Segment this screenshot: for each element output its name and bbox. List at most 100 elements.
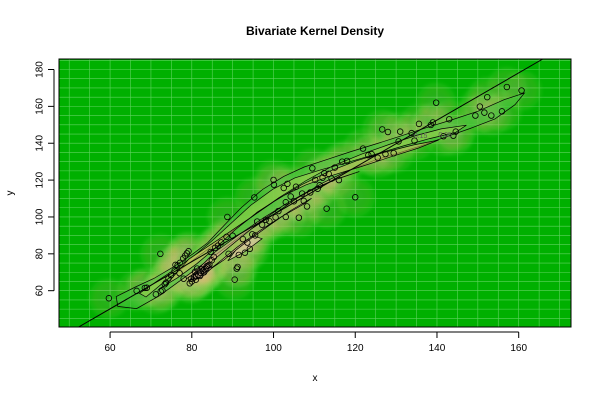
data-point: [152, 291, 160, 298]
data-point: [325, 170, 332, 178]
y-tick-label: 100: [35, 208, 46, 225]
data-point: [282, 199, 289, 206]
x-tick-label: 140: [429, 343, 446, 354]
contour-labels: 0.15 0.05: [414, 132, 452, 140]
data-point: [300, 197, 307, 205]
data-point: [210, 253, 218, 261]
data-point: [241, 249, 249, 256]
data-point: [518, 87, 525, 94]
data-point: [429, 119, 437, 126]
data-point: [258, 221, 266, 228]
x-tick-label: 80: [186, 343, 198, 354]
data-point: [476, 103, 484, 110]
data-point: [312, 176, 319, 184]
y-tick-label: 160: [35, 98, 46, 115]
data-point: [192, 276, 200, 283]
data-point: [251, 194, 258, 201]
data-point: [379, 126, 386, 133]
data-point: [141, 284, 149, 292]
data-point: [284, 180, 291, 187]
data-point: [246, 245, 254, 253]
data-point: [180, 275, 187, 282]
data-point: [223, 233, 230, 241]
data-point: [229, 232, 236, 239]
data-point: [290, 198, 298, 205]
data-point: [233, 265, 240, 272]
data-point: [224, 213, 231, 221]
data-point: [203, 262, 211, 270]
data-point: [395, 138, 402, 145]
data-point: [319, 174, 326, 181]
x-axis: 60 80 100 120 140 160: [105, 331, 527, 354]
data-point: [105, 295, 113, 302]
data-point: [365, 152, 372, 159]
data-point: [143, 284, 151, 291]
x-axis-label: x: [313, 373, 318, 384]
data-point: [359, 145, 367, 152]
data-point: [188, 278, 196, 285]
data-point: [338, 158, 346, 165]
data-point: [218, 239, 225, 246]
data-point: [167, 272, 175, 279]
x-tick-label: 100: [265, 343, 282, 354]
data-point: [249, 231, 256, 238]
data-point: [157, 250, 164, 258]
data-point: [331, 164, 339, 171]
data-point: [270, 181, 278, 188]
data-point: [196, 272, 204, 280]
y-tick-label: 120: [35, 171, 46, 188]
data-point: [498, 108, 506, 115]
data-point: [133, 287, 140, 295]
data-point: [187, 275, 195, 283]
y-axis: 60 80 100 120 140 160 180: [35, 61, 55, 297]
data-point: [282, 213, 289, 221]
data-point: [275, 207, 282, 215]
data-point: [320, 169, 328, 177]
scatter-points: [105, 83, 525, 302]
regression-line: [78, 59, 544, 327]
data-point: [316, 182, 323, 189]
data-point: [408, 129, 415, 137]
data-point: [472, 112, 479, 119]
data-point: [295, 214, 303, 221]
data-point: [207, 248, 214, 256]
data-point: [193, 265, 201, 272]
data-point: [270, 176, 277, 184]
data-point: [343, 157, 351, 165]
data-point: [172, 261, 179, 269]
data-point: [280, 184, 287, 192]
x-tick-label: 160: [510, 343, 527, 354]
data-point: [488, 112, 495, 119]
data-point: [176, 269, 183, 277]
data-point: [335, 176, 343, 184]
data-point: [266, 218, 273, 225]
data-point: [382, 150, 389, 158]
data-point: [161, 281, 169, 288]
data-point: [235, 251, 242, 259]
data-point: [231, 276, 238, 283]
data-point: [214, 242, 222, 249]
data-point: [503, 83, 511, 91]
data-point: [272, 214, 279, 221]
data-point: [287, 193, 294, 200]
data-point: [352, 194, 359, 201]
data-point: [481, 109, 488, 116]
data-point: [183, 250, 191, 257]
data-point: [186, 280, 193, 287]
data-point: [328, 175, 335, 182]
data-point: [484, 93, 491, 101]
data-point: [292, 183, 300, 190]
data-point: [244, 239, 251, 246]
y-tick-label: 60: [35, 285, 46, 297]
data-point: [251, 232, 259, 239]
data-point: [307, 189, 314, 196]
data-point: [309, 165, 316, 172]
data-point: [323, 205, 330, 212]
y-tick-label: 80: [35, 248, 46, 260]
plot-border: [58, 58, 572, 328]
data-point: [314, 185, 321, 192]
data-point: [368, 150, 375, 158]
data-point: [411, 137, 418, 144]
data-point: [225, 250, 232, 258]
